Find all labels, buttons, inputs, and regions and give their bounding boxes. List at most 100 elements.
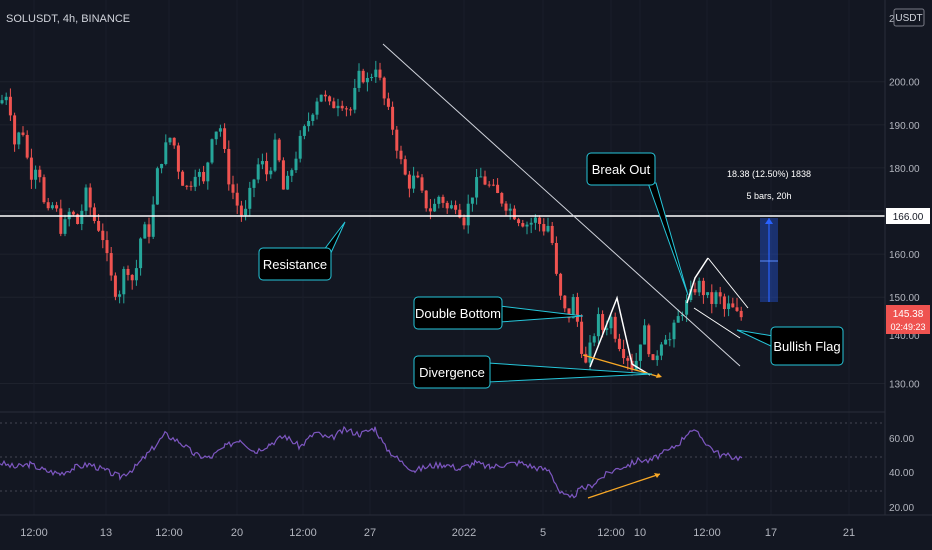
flag-upper-line[interactable] — [707, 257, 749, 309]
callout-resistance[interactable]: Resistance — [258, 221, 346, 281]
candle-body — [386, 98, 390, 107]
candle-body — [55, 205, 59, 209]
callout-label: Resistance — [263, 257, 327, 272]
current-price: 145.38 — [893, 309, 924, 320]
candle-body — [647, 325, 651, 355]
candle-body — [197, 171, 201, 177]
rsi-line — [0, 425, 743, 499]
candle-body — [143, 224, 147, 239]
currency-badge-box[interactable] — [893, 8, 925, 27]
candle-body — [71, 211, 75, 215]
candle-body — [88, 187, 92, 208]
candle-body — [315, 101, 319, 115]
candle-body — [739, 310, 743, 318]
candle-body — [433, 203, 437, 212]
candle-body — [575, 297, 579, 322]
time-label: 12:00 — [693, 527, 721, 539]
callout-divergence[interactable]: Divergence — [413, 355, 653, 389]
flag-lower-line[interactable] — [693, 307, 741, 339]
candle-body — [80, 210, 84, 225]
candle-body — [332, 101, 336, 109]
candle-body — [231, 184, 235, 193]
candle-body — [697, 280, 701, 293]
candle-body — [59, 208, 63, 234]
rsi-tick: 40.00 — [889, 468, 914, 479]
candle-body — [672, 322, 676, 340]
candle-body — [567, 308, 571, 319]
current-price-box — [886, 305, 930, 334]
candle-body — [533, 217, 537, 223]
symbol-label[interactable]: SOLUSDT, 4h, BINANCE — [6, 13, 130, 25]
price-tick: 150.00 — [889, 293, 920, 304]
callout-bullish-flag[interactable]: Bullish Flag — [736, 326, 844, 366]
candle-body — [638, 344, 642, 361]
candle-body — [365, 77, 369, 83]
candle-body — [4, 96, 8, 101]
candle-body — [239, 205, 243, 216]
candle-body — [168, 137, 172, 143]
candle-body — [483, 176, 487, 185]
candle-body — [449, 205, 453, 209]
time-label: 12:00 — [597, 527, 625, 539]
candle-body — [378, 69, 382, 78]
candle-body — [580, 321, 584, 354]
price-tick: 180.00 — [889, 164, 920, 175]
candle-body — [151, 204, 155, 237]
time-label: 5 — [540, 527, 546, 539]
candle-body — [651, 354, 655, 361]
time-label: 21 — [843, 527, 855, 539]
candle-body — [680, 314, 684, 317]
candle-body — [46, 202, 50, 209]
callout-box — [413, 296, 503, 330]
candle-body — [235, 192, 239, 206]
candle-body — [374, 69, 378, 78]
candle-body — [538, 217, 542, 225]
time-label: 20 — [231, 527, 243, 539]
candle-body — [328, 96, 332, 102]
candle-body — [521, 223, 525, 227]
candle-body — [25, 134, 29, 158]
candle-body — [727, 303, 731, 310]
candle-body — [722, 296, 726, 310]
candle-body — [479, 176, 483, 178]
price-tick: 130.00 — [889, 379, 920, 390]
candle-body — [601, 314, 605, 330]
candle-body — [676, 316, 680, 323]
rsi-axis[interactable]: 60.00 40.00 20.00 — [889, 434, 914, 514]
candle-body — [525, 224, 529, 227]
candle-body — [634, 360, 638, 370]
price-tick: 160.00 — [889, 250, 920, 261]
time-label: 13 — [100, 527, 112, 539]
candle-body — [202, 171, 206, 182]
candle-body — [118, 294, 122, 297]
candle-body — [109, 253, 113, 276]
currency-badge: USDT — [895, 13, 922, 24]
callout-box — [258, 247, 332, 281]
candle-body — [735, 307, 739, 311]
candle-body — [8, 96, 12, 116]
candle-body — [155, 168, 159, 205]
double-bottom-pattern[interactable] — [589, 295, 651, 376]
candle-body — [596, 314, 600, 337]
candle-body — [286, 175, 290, 190]
price-axis[interactable]: 2 USDT 200.00190.00180.00170.00160.00150… — [884, 0, 932, 515]
breakout-leg[interactable] — [686, 257, 709, 304]
candle-body — [592, 336, 596, 343]
rsi-divergence-line[interactable] — [587, 473, 661, 499]
callout-break-out[interactable]: Break Out — [586, 152, 689, 296]
callout-label: Double Bottom — [415, 306, 501, 321]
descending-trendline[interactable] — [382, 43, 741, 367]
candle-body — [130, 274, 134, 281]
candle-body — [659, 344, 663, 356]
candle-body — [29, 157, 33, 180]
price-tick: 200.00 — [889, 78, 920, 89]
candle-body — [84, 187, 88, 211]
time-axis[interactable]: 12:00 13 12:00 20 12:00 27 2022 5 12:00 10 12:00 17… — [0, 514, 932, 539]
time-label: 27 — [364, 527, 376, 539]
candle-body — [319, 94, 323, 102]
candle-body — [13, 115, 17, 145]
measure-line1: 18.38 (12.50%) 1838 — [727, 169, 811, 179]
candle-body — [399, 150, 403, 160]
callout-double-bottom[interactable]: Double Bottom — [413, 296, 584, 330]
